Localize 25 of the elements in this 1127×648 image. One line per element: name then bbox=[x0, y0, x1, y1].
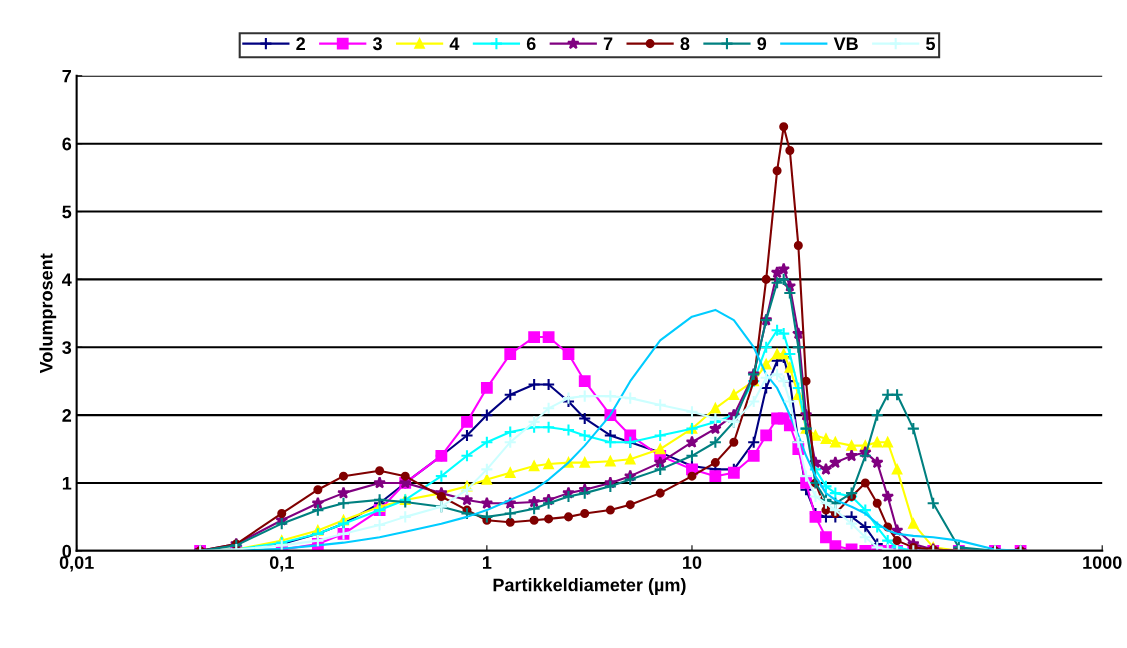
x-tick-label: 1000 bbox=[1083, 556, 1122, 569]
x-tick-label: 100 bbox=[883, 556, 912, 569]
y-tick-label: 3 bbox=[62, 341, 72, 354]
y-tick-label: 5 bbox=[62, 205, 72, 219]
legend-label: 7 bbox=[603, 37, 613, 50]
legend-label: VB bbox=[833, 37, 858, 50]
x-tick-label: 10 bbox=[683, 556, 702, 569]
legend-label: 9 bbox=[757, 37, 767, 51]
x-tick-label: 0,1 bbox=[269, 556, 294, 572]
y-tick-label: 2 bbox=[62, 409, 72, 422]
legend-label: 4 bbox=[449, 37, 460, 50]
y-tick-label: 4 bbox=[62, 273, 72, 286]
legend-label: 6 bbox=[526, 37, 536, 51]
y-tick-label: 7 bbox=[62, 69, 71, 83]
legend-label: 3 bbox=[372, 37, 382, 51]
y-axis-title: Volumprosent bbox=[39, 253, 57, 374]
y-tick-label: 6 bbox=[62, 137, 72, 151]
x-axis-title: Partikkeldiameter (µm) bbox=[493, 578, 686, 595]
x-tick-label: 1 bbox=[482, 556, 492, 569]
y-tick-label: 0 bbox=[62, 544, 72, 558]
legend-label: 5 bbox=[926, 37, 936, 51]
legend-label: 8 bbox=[680, 37, 690, 51]
x-tick-label: 0,01 bbox=[59, 556, 94, 572]
y-tick-label: 1 bbox=[62, 477, 72, 490]
legend-label: 2 bbox=[296, 37, 305, 50]
